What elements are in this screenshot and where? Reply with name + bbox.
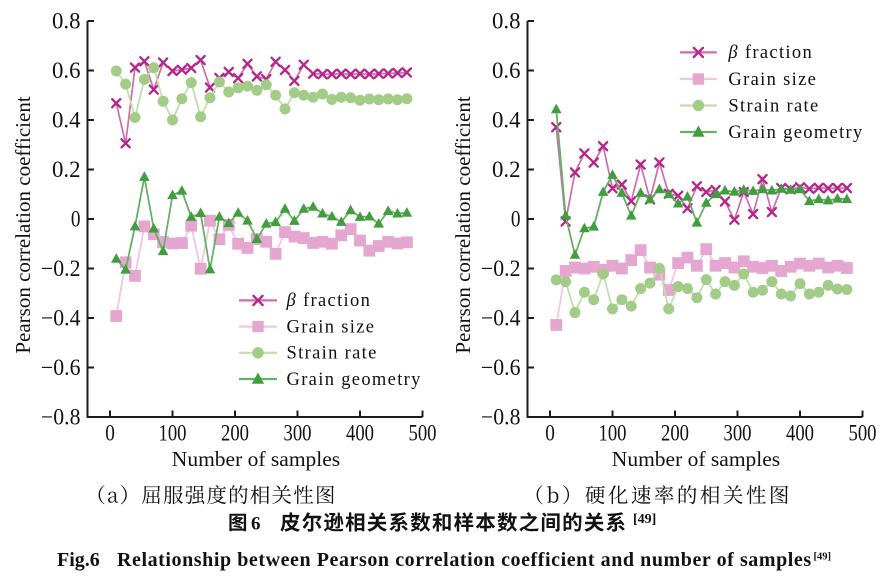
svg-text:−0.8: −0.8 <box>41 405 81 430</box>
svg-text:−0.6: −0.6 <box>481 355 521 380</box>
svg-text:100: 100 <box>599 421 627 446</box>
svg-text:300: 300 <box>284 421 312 446</box>
svg-text:0.8: 0.8 <box>52 9 81 34</box>
svg-text:[49]: [49] <box>814 552 832 563</box>
svg-text:Relationship between Pearson c: Relationship between Pearson correlation… <box>117 549 812 571</box>
svg-text:0.4: 0.4 <box>52 108 81 133</box>
svg-text:100: 100 <box>159 421 187 446</box>
svg-text:Grain geometry: Grain geometry <box>287 370 422 390</box>
svg-text:Grain size: Grain size <box>728 70 817 90</box>
svg-text:400: 400 <box>786 421 814 446</box>
svg-text:Number of samples: Number of samples <box>172 447 340 471</box>
svg-text:β fraction: β fraction <box>727 43 813 63</box>
svg-text:500: 500 <box>849 421 877 446</box>
svg-text:0.6: 0.6 <box>52 58 81 83</box>
svg-text:500: 500 <box>409 421 437 446</box>
svg-text:0: 0 <box>105 421 115 446</box>
svg-text:0: 0 <box>545 421 555 446</box>
svg-text:6: 6 <box>251 514 261 535</box>
svg-text:200: 200 <box>661 421 689 446</box>
svg-text:0.6: 0.6 <box>492 58 521 83</box>
svg-text:0.2: 0.2 <box>52 157 81 182</box>
svg-text:−0.2: −0.2 <box>41 256 81 281</box>
svg-text:Pearson correlation coefficien: Pearson correlation coefficient <box>451 96 475 353</box>
svg-text:−0.4: −0.4 <box>481 306 521 331</box>
svg-text:200: 200 <box>221 421 249 446</box>
svg-text:[49]: [49] <box>633 512 656 527</box>
svg-text:Grain size: Grain size <box>287 317 376 337</box>
svg-text:0.8: 0.8 <box>492 9 521 34</box>
svg-text:β fraction: β fraction <box>286 291 372 311</box>
svg-text:Strain rate: Strain rate <box>728 96 819 116</box>
svg-text:300: 300 <box>724 421 752 446</box>
svg-text:400: 400 <box>346 421 374 446</box>
svg-text:Pearson correlation coefficien: Pearson correlation coefficient <box>11 96 35 353</box>
svg-text:−0.2: −0.2 <box>481 256 521 281</box>
svg-text:−0.8: −0.8 <box>481 405 521 430</box>
svg-text:−0.6: −0.6 <box>41 355 81 380</box>
svg-text:Grain geometry: Grain geometry <box>728 123 863 143</box>
svg-text:−0.4: −0.4 <box>41 306 81 331</box>
svg-text:Strain rate: Strain rate <box>287 344 378 364</box>
svg-text:Number of samples: Number of samples <box>612 447 780 471</box>
svg-text:0.4: 0.4 <box>492 108 521 133</box>
svg-text:0.2: 0.2 <box>492 157 521 182</box>
svg-text:0: 0 <box>511 207 521 232</box>
svg-text:Fig.6: Fig.6 <box>57 549 100 571</box>
svg-text:0: 0 <box>71 207 81 232</box>
